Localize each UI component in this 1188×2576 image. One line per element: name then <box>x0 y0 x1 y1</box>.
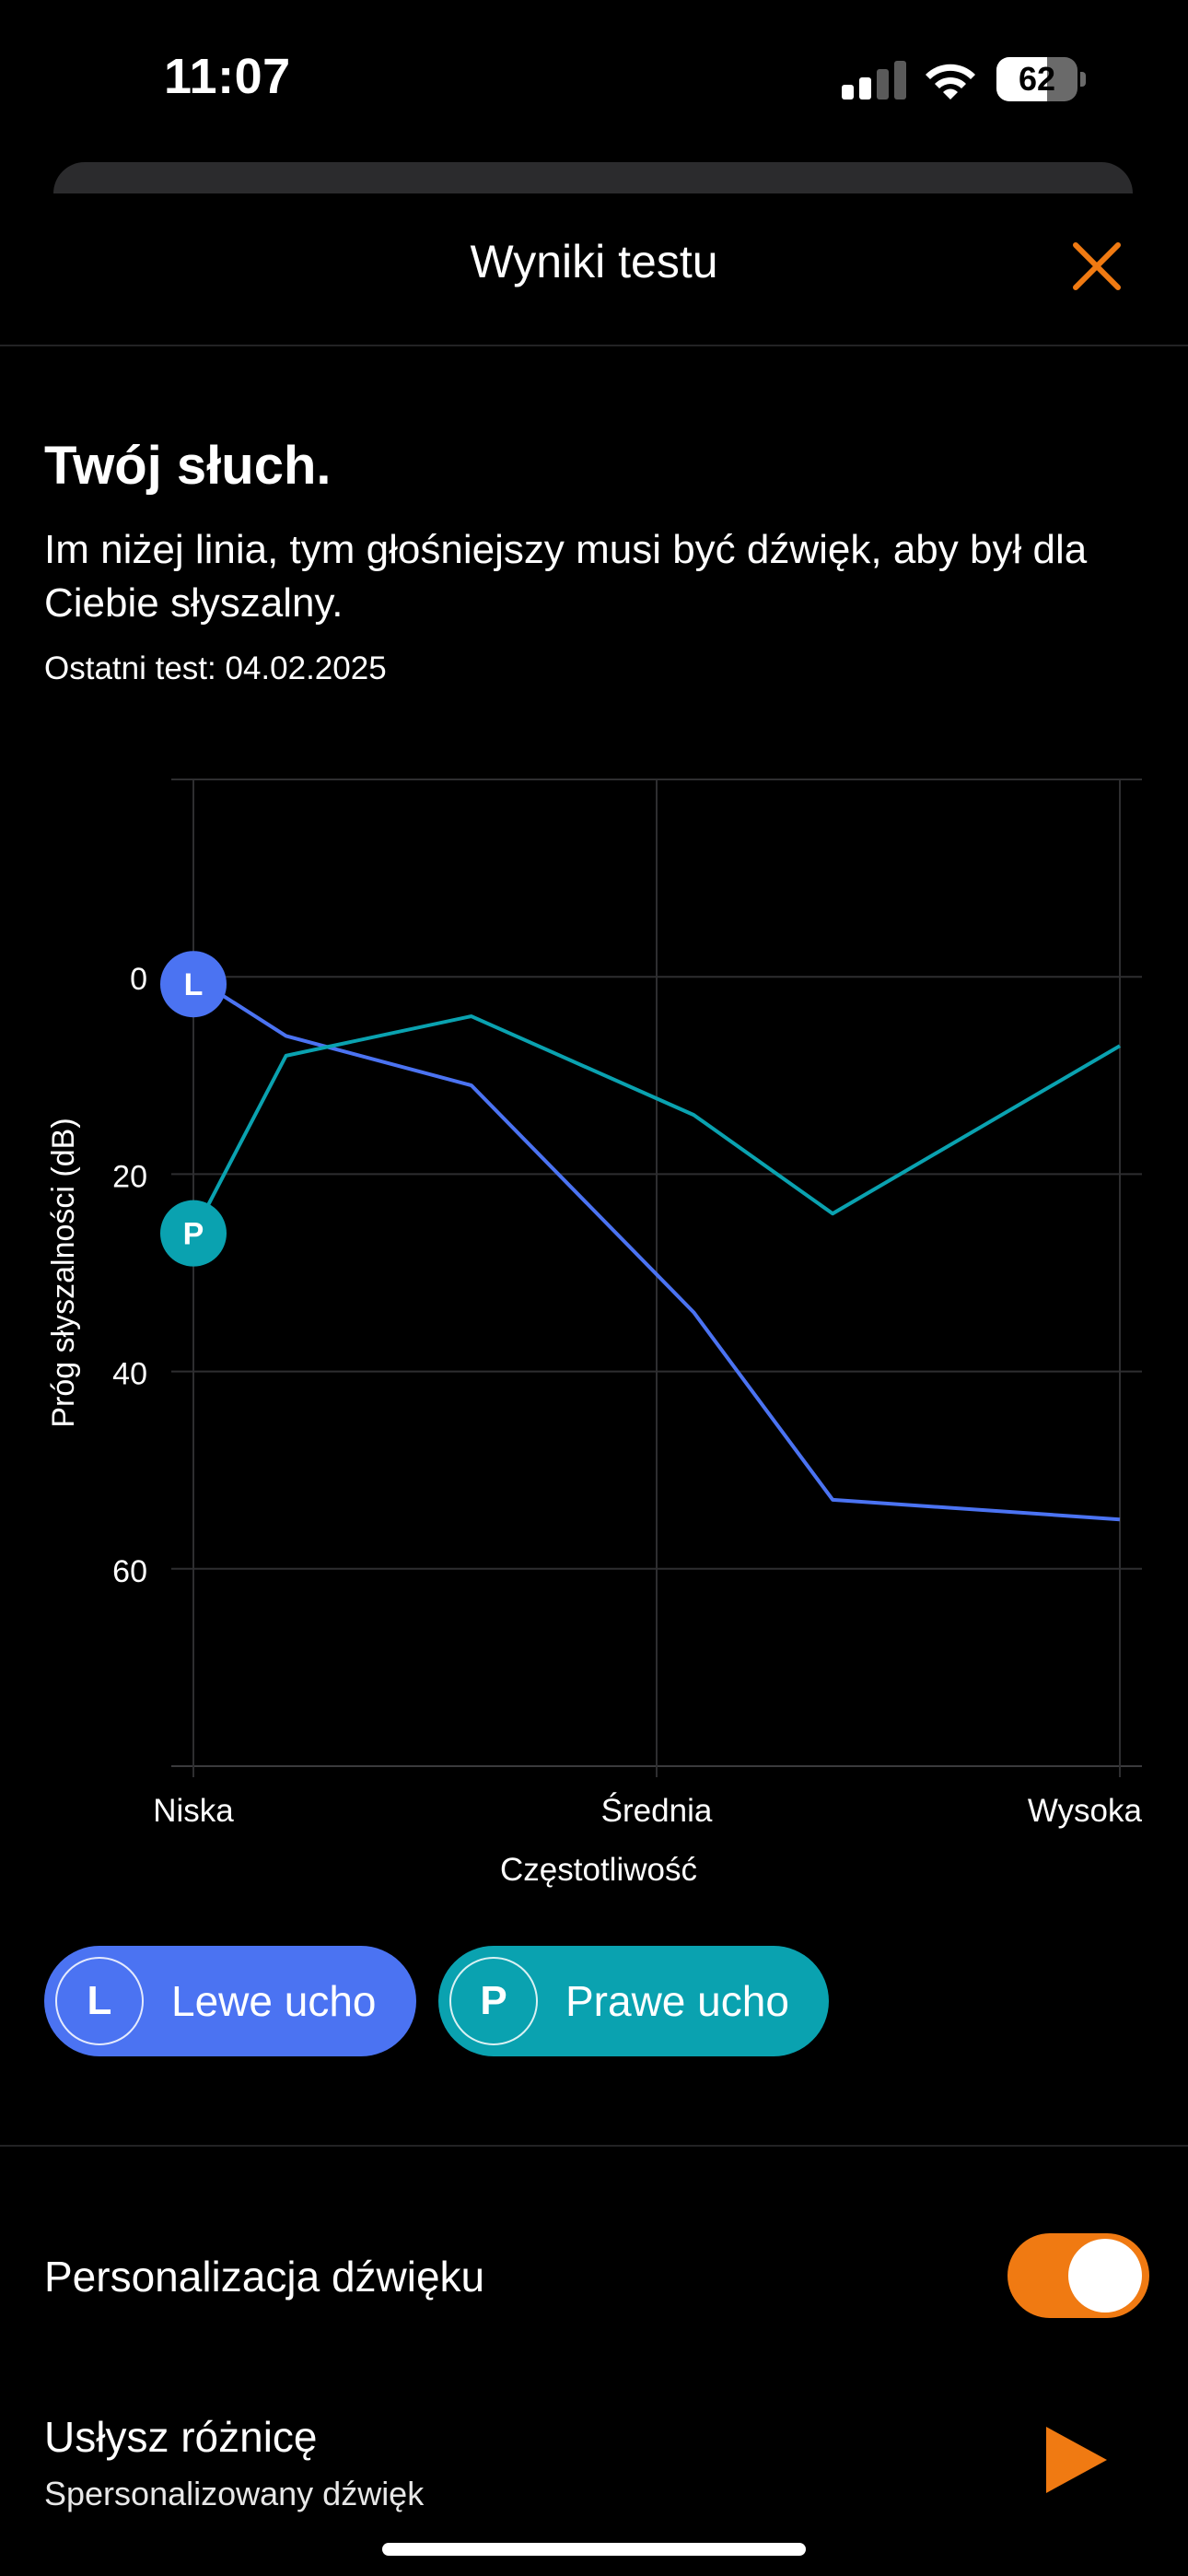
page-heading: Twój słuch. <box>44 436 332 496</box>
legend-right-ear[interactable]: P Prawe ucho <box>438 1946 829 2056</box>
last-test-date: 04.02.2025 <box>225 650 387 686</box>
series-line-left-ear <box>192 975 1121 1522</box>
sheet-handle[interactable] <box>53 162 1133 193</box>
hearing-chart: 0 20 40 60 Niska Średnia Wysoka Częstotliwość Pr… <box>46 779 1143 1888</box>
series-marker-label: L <box>184 967 204 1002</box>
status-bar: 11:07 62 <box>0 0 1188 157</box>
personalization-label: Personalizacja dźwięku <box>44 2253 485 2301</box>
close-x-icon[interactable] <box>1068 238 1125 295</box>
chart-description: Im niżej linia, tym głośniejszy musi być… <box>44 527 1088 626</box>
last-test-info: Ostatni test: 04.02.2025 <box>44 650 387 687</box>
left-ear-badge: L <box>55 1957 144 2045</box>
left-ear-label: Lewe ucho <box>171 1977 377 2025</box>
y-tick-label: 60 <box>112 1554 147 1589</box>
x-axis-title: Częstotliwość <box>500 1852 697 1888</box>
last-test-label: Ostatni test: <box>44 650 216 686</box>
y-tick-label: 20 <box>112 1159 147 1194</box>
x-tick-label: Średnia <box>601 1792 713 1829</box>
home-indicator[interactable] <box>382 2543 806 2556</box>
personalization-toggle[interactable] <box>1007 2233 1149 2318</box>
battery-icon: 62 <box>996 57 1086 101</box>
series-line-right-ear <box>192 1014 1122 1235</box>
cellular-signal-icon <box>842 59 906 100</box>
right-ear-label: Prawe ucho <box>565 1977 789 2025</box>
y-tick-label: 40 <box>112 1357 147 1392</box>
x-tick-label: Wysoka <box>1028 1793 1143 1829</box>
play-icon[interactable] <box>1042 2423 1111 2497</box>
hear-difference-label: Usłysz różnicę <box>44 2413 318 2461</box>
section-divider <box>0 2145 1188 2147</box>
right-ear-badge: P <box>449 1957 538 2045</box>
y-tick-label: 0 <box>130 962 147 997</box>
battery-level: 62 <box>1018 60 1056 98</box>
wifi-icon <box>926 64 975 100</box>
series-marker-right-ear <box>160 1200 227 1267</box>
header-divider <box>0 345 1188 346</box>
sheet-title: Wyniki testu <box>470 236 718 287</box>
legend-left-ear[interactable]: L Lewe ucho <box>44 1946 416 2056</box>
y-axis-title: Próg słyszalności (dB) <box>46 1118 81 1427</box>
series-marker-left-ear <box>160 951 227 1018</box>
hear-difference-sublabel: Spersonalizowany dźwięk <box>44 2475 425 2512</box>
x-tick-label: Niska <box>153 1793 234 1829</box>
status-time: 11:07 <box>164 49 291 104</box>
toggle-knob <box>1068 2239 1142 2313</box>
series-marker-label: P <box>183 1217 204 1252</box>
